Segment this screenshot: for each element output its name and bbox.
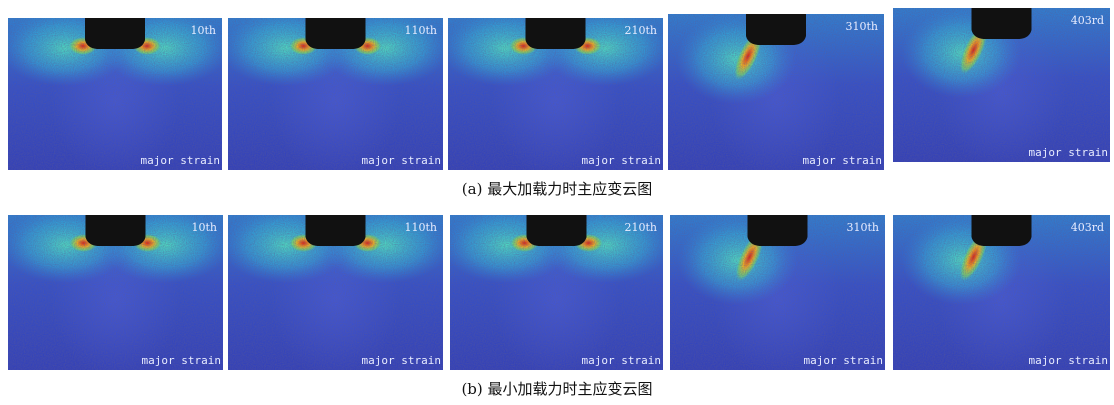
indenter bbox=[746, 12, 806, 45]
indenter bbox=[527, 213, 587, 246]
strain-panel: 310th major strain bbox=[668, 12, 884, 178]
figure: (a) 最大加载力时主应变云图 (b) 最小加载力时主应变云图 10th majo… bbox=[0, 0, 1114, 405]
panel-label: major strain bbox=[582, 354, 661, 367]
strain-panel: 10th major strain bbox=[0, 10, 230, 178]
step-label: 310th bbox=[846, 221, 879, 234]
strain-panel: 403rd major strain bbox=[893, 6, 1110, 170]
step-label: 10th bbox=[191, 221, 217, 234]
indenter bbox=[85, 16, 145, 49]
panel-label: major strain bbox=[142, 354, 221, 367]
strain-panel: 210th major strain bbox=[442, 207, 672, 378]
panel-label: major strain bbox=[141, 154, 220, 167]
caption: (b) 最小加载力时主应变云图 bbox=[461, 380, 652, 398]
indenter bbox=[306, 213, 366, 246]
caption: (a) 最大加载力时主应变云图 bbox=[462, 180, 652, 198]
panel-label: major strain bbox=[362, 354, 441, 367]
indenter bbox=[526, 16, 586, 49]
step-label: 10th bbox=[190, 24, 216, 37]
panel-label: major strain bbox=[804, 354, 883, 367]
panel-label: major strain bbox=[803, 154, 882, 167]
step-label: 310th bbox=[845, 20, 878, 33]
step-label: 403rd bbox=[1071, 221, 1104, 234]
step-label: 403rd bbox=[1071, 14, 1104, 27]
indenter bbox=[86, 213, 146, 246]
step-label: 210th bbox=[624, 24, 657, 37]
strain-panel: 10th major strain bbox=[1, 207, 231, 378]
indenter bbox=[972, 6, 1032, 39]
page: (a) 最大加载力时主应变云图 (b) 最小加载力时主应变云图 10th majo… bbox=[0, 0, 1114, 405]
step-label: 210th bbox=[624, 221, 657, 234]
strain-panel: 403rd major strain bbox=[893, 213, 1110, 378]
panel-label: major strain bbox=[362, 154, 441, 167]
step-label: 110th bbox=[404, 24, 437, 37]
strain-panel: 110th major strain bbox=[221, 207, 451, 378]
indenter bbox=[306, 16, 366, 49]
strain-panel: 310th major strain bbox=[670, 213, 885, 378]
panel-label: major strain bbox=[582, 154, 661, 167]
indenter bbox=[972, 213, 1032, 246]
strain-panel: 210th major strain bbox=[441, 10, 671, 178]
panel-label: major strain bbox=[1029, 146, 1108, 159]
step-label: 110th bbox=[404, 221, 437, 234]
strain-panel: 110th major strain bbox=[221, 10, 451, 178]
indenter bbox=[748, 213, 808, 246]
panel-label: major strain bbox=[1029, 354, 1108, 367]
